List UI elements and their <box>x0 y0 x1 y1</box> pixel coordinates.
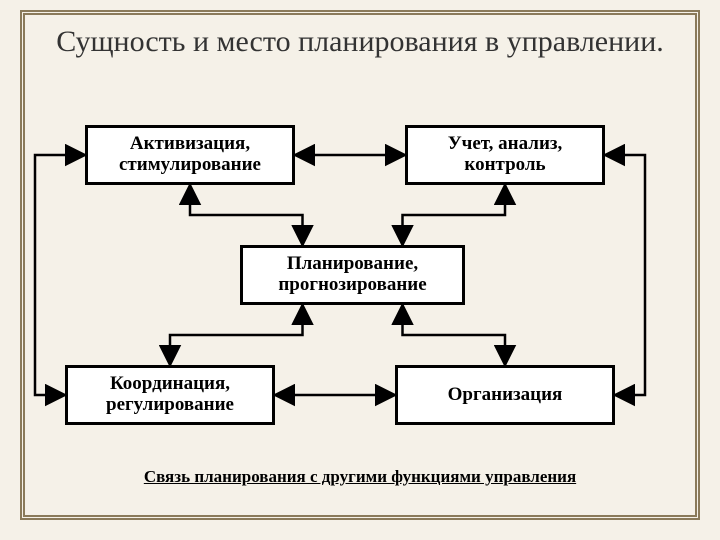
box-bot_left: Координация,регулирование <box>65 365 275 425</box>
box-top_right: Учет, анализ,контроль <box>405 125 605 185</box>
diagram-container: Активизация,стимулирование Учет, анализ,к… <box>25 125 705 455</box>
slide-frame: Сущность и место планирования в управлен… <box>20 10 700 520</box>
box-top_left: Активизация,стимулирование <box>85 125 295 185</box>
slide-title: Сущность и место планирования в управлен… <box>25 23 695 61</box>
box-center: Планирование,прогнозирование <box>240 245 465 305</box>
box-bot_right: Организация <box>395 365 615 425</box>
slide-caption: Связь планирования с другими функциями у… <box>25 467 695 487</box>
